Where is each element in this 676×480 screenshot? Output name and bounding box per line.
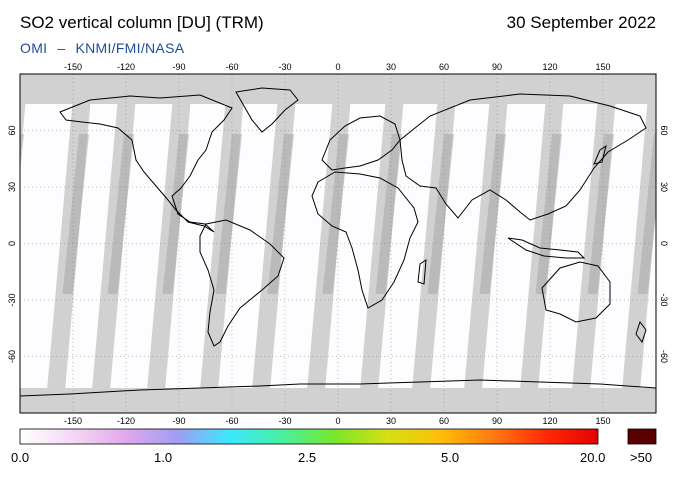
coast-madagascar (417, 259, 427, 285)
lon-tick-label-bottom: 150 (595, 416, 610, 426)
graticule (20, 74, 656, 413)
institution-names: KNMI/FMI/NASA (75, 40, 185, 56)
colorbar-label-3: 5.0 (441, 450, 460, 465)
lon-tick-label-top: 120 (542, 62, 557, 72)
lon-tick-label-top: 30 (386, 62, 396, 72)
lat-tick-label-right: 0 (659, 241, 669, 246)
lon-tick-label-bottom: 0 (335, 416, 340, 426)
credit-separator: – (57, 40, 66, 56)
orbit-gap-swath-overlap (322, 134, 349, 294)
coast-africa (311, 171, 419, 309)
lat-tick-label-left: 0 (7, 241, 17, 246)
lon-tick-label-bottom: 90 (492, 416, 502, 426)
lon-tick-label-bottom: 60 (439, 416, 449, 426)
orbit-gap-swath (620, 74, 656, 413)
orbit-gap-swath-overlap (215, 134, 242, 294)
map-date: 30 September 2022 (506, 13, 656, 32)
lat-tick-label-left: -60 (7, 350, 17, 363)
orbit-gap-swath-overlap (62, 134, 89, 294)
coast-australia (541, 261, 611, 323)
colorbar-label-4: 20.0 (580, 450, 606, 465)
colorbar-overflow-swatch (627, 428, 657, 445)
orbit-gap-swath-overlap (20, 134, 24, 173)
colorbar-overflow-label: >50 (630, 450, 653, 465)
instrument-name: OMI (20, 40, 48, 56)
lat-tick-label-right: -30 (659, 293, 669, 306)
axis-labels: -150 -150 -120 -120 -90 -90 -60 -60 -30 -30 0 0 30 30… (7, 62, 669, 426)
orbit-gap-swath-overlap (107, 134, 134, 294)
orbit-gap-swath-overlap (479, 134, 506, 294)
lon-tick-label-bottom: -60 (225, 416, 238, 426)
orbit-gap-swath-overlap (427, 134, 454, 294)
colorbar-label-0: 0.0 (11, 450, 30, 465)
south-no-data (20, 388, 656, 413)
coast-japan (593, 144, 607, 165)
lon-tick-label-top: -120 (117, 62, 135, 72)
orbit-gap-swath-overlap (587, 134, 614, 294)
lon-tick-label-top: -30 (278, 62, 291, 72)
coast-asia (399, 93, 647, 221)
coast-greenland (235, 87, 299, 133)
orbit-gap-swath-overlap (375, 134, 402, 294)
lat-tick-label-left: -30 (7, 293, 17, 306)
coast-south-america (199, 219, 285, 347)
coastlines (20, 87, 656, 397)
lon-tick-label-bottom: -120 (117, 416, 135, 426)
coast-north-america (59, 94, 233, 233)
colorbar (19, 428, 657, 445)
lon-tick-label-bottom: -150 (64, 416, 82, 426)
coast-indonesia (507, 237, 586, 259)
lat-tick-label-right: -60 (659, 350, 669, 363)
colorbar-label-2: 2.5 (298, 450, 317, 465)
lat-tick-label-right: 60 (659, 125, 669, 135)
coast-new-zealand (635, 320, 647, 344)
colorbar-scale (19, 428, 599, 445)
orbit-gap-swaths (20, 74, 656, 413)
lon-tick-label-bottom: 120 (542, 416, 557, 426)
lon-tick-label-top: 90 (492, 62, 502, 72)
lon-tick-label-top: -90 (172, 62, 185, 72)
lon-tick-label-top: 0 (335, 62, 340, 72)
map-title: SO2 vertical column [DU] (TRM) (20, 13, 264, 32)
orbit-gap-swath-overlap (637, 134, 656, 294)
coast-antarctica (20, 379, 656, 397)
map-frame (19, 73, 657, 414)
lat-tick-label-left: 30 (7, 182, 17, 192)
orbit-gap-swath-overlap (267, 134, 294, 294)
lon-tick-label-bottom: -90 (172, 416, 185, 426)
lat-tick-label-right: 30 (659, 182, 669, 192)
map-area (20, 74, 656, 413)
lon-tick-label-top: -150 (64, 62, 82, 72)
lat-tick-label-left: 60 (7, 125, 17, 135)
credit-line: OMI – KNMI/FMI/NASA (20, 40, 184, 56)
lon-tick-label-top: 60 (439, 62, 449, 72)
lon-tick-label-top: -60 (225, 62, 238, 72)
lon-tick-label-bottom: 30 (386, 416, 396, 426)
lon-tick-label-top: 150 (595, 62, 610, 72)
orbit-gap-swath (20, 74, 28, 165)
orbit-gap-swath-overlap (162, 134, 189, 294)
colorbar-label-1: 1.0 (154, 450, 173, 465)
lon-tick-label-bottom: -30 (278, 416, 291, 426)
